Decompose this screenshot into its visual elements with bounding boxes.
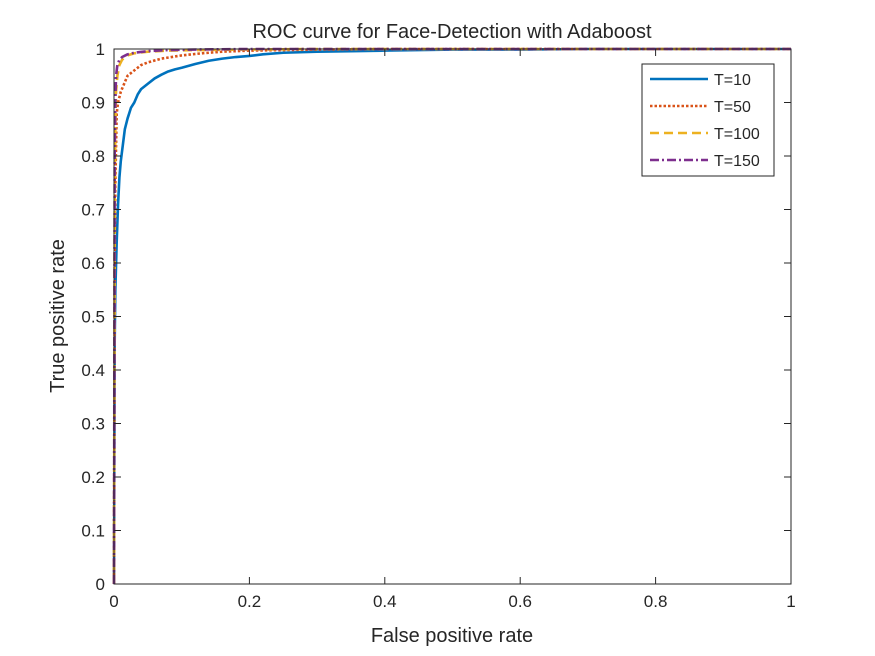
x-tick-label: 0.6 (508, 592, 532, 611)
y-tick-label: 0.9 (81, 94, 105, 113)
legend-box (641, 63, 775, 177)
series-line-4 (112, 47, 791, 585)
legend-label-1: T=10 (714, 72, 751, 89)
y-tick-label: 0.7 (81, 201, 105, 220)
chart-title: ROC curve for Face-Detection with Adaboo… (252, 21, 652, 43)
y-tick-label: 0.2 (81, 468, 105, 487)
ticks-layer: 0 0.2 0.4 0.6 0.8 1 0 0.1 0.2 0.3 0.4 0.5 0.6 0.7 0.8 0… (81, 40, 795, 611)
x-tick-label: 0.2 (238, 592, 262, 611)
x-tick-label: 0.4 (373, 592, 397, 611)
y-tick-label: 0.8 (81, 147, 105, 166)
y-tick-label: 0.1 (81, 522, 105, 541)
legend-label-2: T=50 (714, 99, 751, 116)
y-tick-label: 0 (96, 575, 105, 594)
y-tick-label: 0.5 (81, 308, 105, 327)
series-line-1 (112, 47, 791, 585)
y-tick-label: 0.3 (81, 415, 105, 434)
x-axis-label: False positive rate (371, 625, 533, 647)
x-tick-label: 0.8 (644, 592, 668, 611)
x-tick-label: 0 (109, 592, 118, 611)
legend-label-4: T=150 (714, 153, 760, 170)
y-tick-label: 0.4 (81, 361, 105, 380)
y-tick-label: 1 (96, 40, 105, 59)
legend: T=10 T=50 T=100 T=150 (641, 63, 775, 177)
legend-label-3: T=100 (714, 126, 760, 143)
x-tick-label: 1 (786, 592, 795, 611)
y-tick-label: 0.6 (81, 254, 105, 273)
series-line-2 (112, 47, 791, 585)
y-axis-label: True positive rate (47, 239, 69, 393)
